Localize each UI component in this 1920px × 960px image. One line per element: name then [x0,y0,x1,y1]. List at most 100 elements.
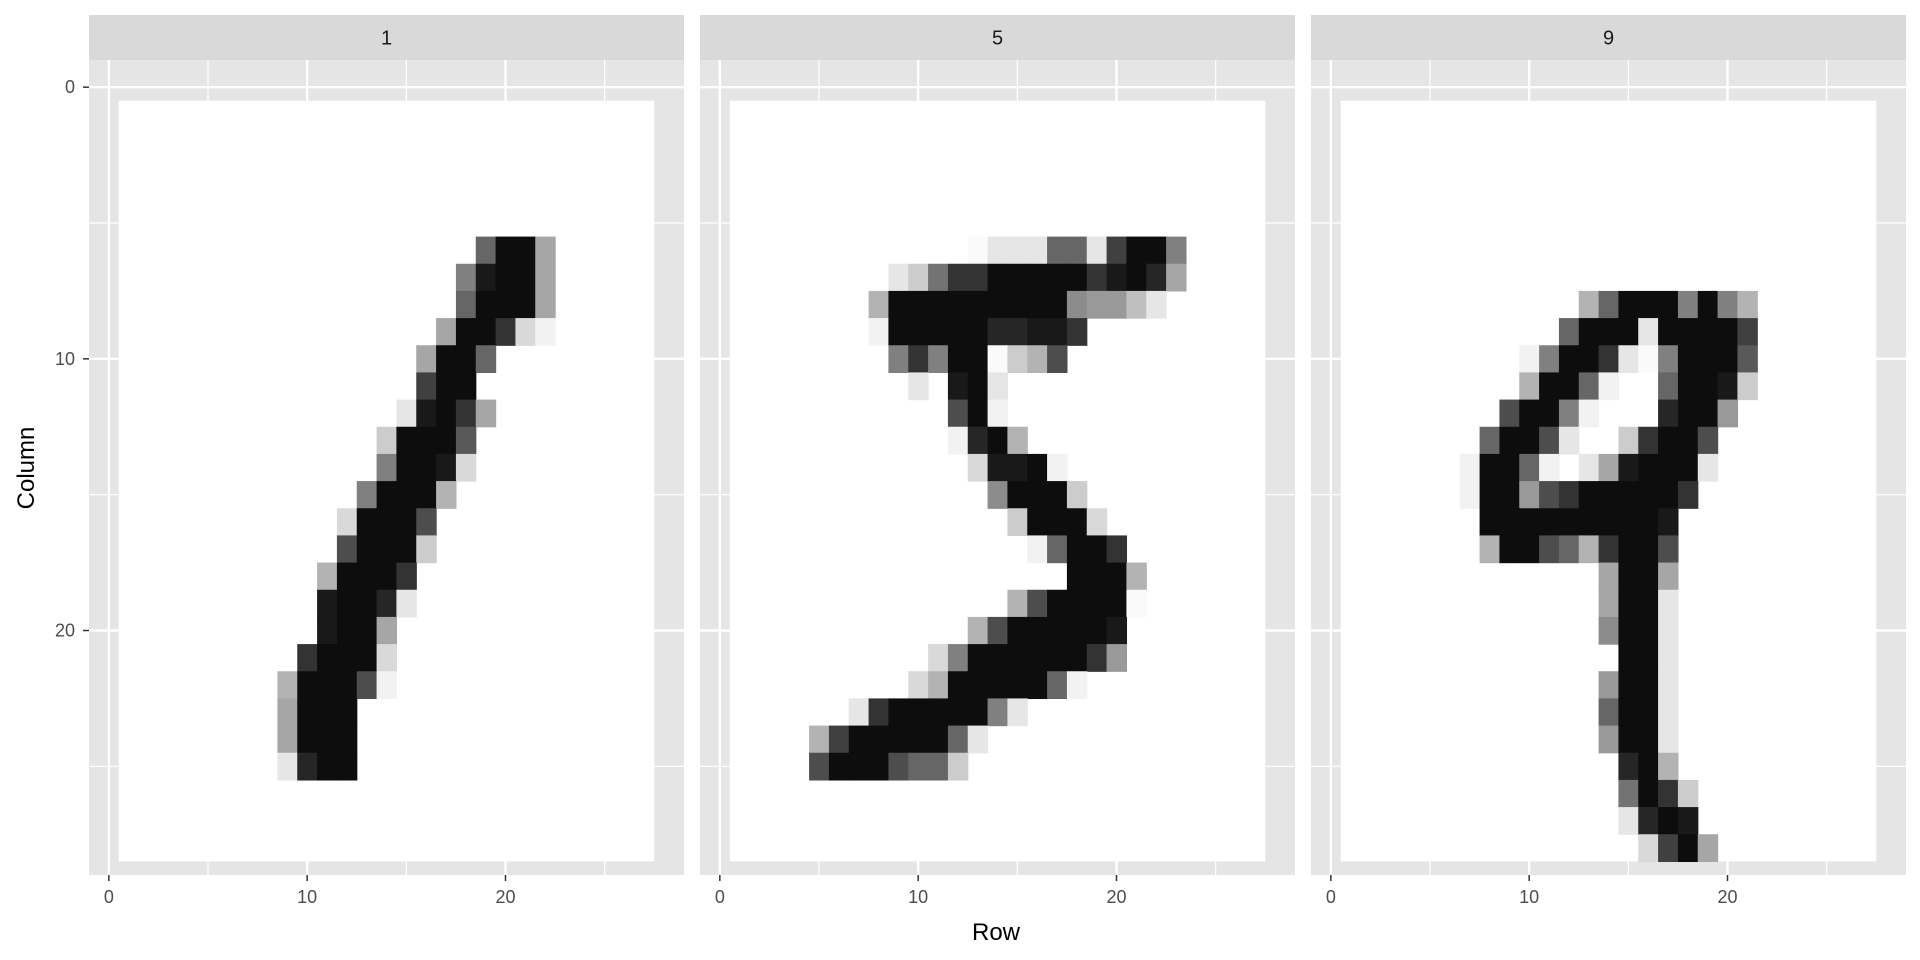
heatmap-tile [1598,345,1620,374]
heatmap-tile [1677,426,1699,455]
heatmap-tile [416,426,437,455]
heatmap-tile [1598,589,1620,618]
heatmap-tile [475,345,497,374]
heatmap-tile [1086,508,1108,537]
heatmap-tile [928,345,949,374]
heatmap-tile [535,236,556,265]
heatmap-tile [828,725,850,754]
heatmap-tile [535,290,556,319]
x-tick-label: 0 [104,887,114,907]
heatmap-tile [495,318,517,346]
heatmap-tile [1658,671,1679,700]
heatmap-tile [455,263,477,292]
heatmap-tile [1697,345,1719,374]
heatmap-tile [1677,834,1699,863]
heatmap-tile [396,535,417,564]
heatmap-tile [1047,671,1068,700]
heatmap-tile [987,399,1009,428]
heatmap-tile [1499,426,1520,455]
heatmap-tile [947,644,969,672]
heatmap-tile [1638,779,1659,808]
heatmap-tile [515,236,536,265]
heatmap-tile [1638,807,1659,835]
heatmap-tile [1066,263,1088,292]
heatmap-tile [396,426,417,455]
heatmap-tile [1598,481,1620,509]
heatmap-tile [1677,481,1699,509]
heatmap-tile [376,453,398,482]
heatmap-tile [416,481,437,509]
heatmap-tile [1086,644,1108,672]
heatmap-tile [336,508,358,537]
heatmap-tile [1638,725,1659,754]
heatmap-tile [947,290,969,319]
heatmap-tile [1578,290,1600,319]
heatmap-tile [1047,481,1068,509]
heatmap-tile [317,725,338,754]
heatmap-tile [535,263,556,292]
heatmap-tile [1697,290,1719,319]
heatmap-tile [1027,453,1048,482]
heatmap-tile [1558,345,1580,374]
heatmap-tile [947,426,969,455]
heatmap-tile [1658,508,1679,537]
heatmap-tile [1658,698,1679,727]
heatmap-tile [1618,752,1639,781]
heatmap-tile [416,453,437,482]
heatmap-tile [1066,562,1088,591]
heatmap-tile [987,616,1009,645]
heatmap-tile [1658,725,1679,754]
heatmap-tile [1539,508,1560,537]
heatmap-tile [1047,318,1068,346]
heatmap-tile [1558,481,1580,509]
heatmap-tile [277,671,298,700]
heatmap-tile [967,698,989,727]
heatmap-tile [928,263,949,292]
heatmap-tile [515,263,536,292]
heatmap-tile [967,290,989,319]
heatmap-tile [1499,508,1520,537]
x-tick-label: 20 [495,887,515,907]
heatmap-tile [1047,644,1068,672]
heatmap-tile [1106,644,1128,672]
heatmap-tile [1007,508,1028,537]
heatmap-tile [908,698,929,727]
facet-strip [89,15,684,60]
heatmap-tile [1638,644,1659,672]
heatmap-tile [535,318,556,346]
heatmap-tile [1459,453,1481,482]
heatmap-tile [1479,481,1501,509]
x-tick-label: 20 [1717,887,1737,907]
heatmap-tile [1479,508,1501,537]
heatmap-tile [928,290,949,319]
heatmap-tile [1499,535,1520,564]
heatmap-tile [1007,481,1028,509]
heatmap-tile [356,562,378,591]
heatmap-tile [1027,318,1048,346]
heatmap-tile [888,263,909,292]
heatmap-tile [1558,372,1580,401]
heatmap-tile [1658,644,1679,672]
facet-strip-label: 9 [1603,28,1614,50]
heatmap-tile [987,345,1009,374]
heatmap-tile [277,752,298,781]
heatmap-tile [297,752,318,781]
heatmap-tile [967,453,989,482]
heatmap-tile [1086,535,1108,564]
heatmap-tile [495,236,517,265]
heatmap-tile [336,562,358,591]
heatmap-tile [1066,671,1088,700]
heatmap-tile [416,399,437,428]
heatmap-tile [967,426,989,455]
heatmap-tile [1126,562,1147,591]
heatmap-tile [1126,263,1147,292]
heatmap-tile [1539,372,1560,401]
heatmap-tile [967,725,989,754]
heatmap-tile [1027,535,1048,564]
heatmap-tile [888,290,909,319]
heatmap-tile [515,290,536,319]
heatmap-tile [1578,453,1600,482]
heatmap-tile [495,290,517,319]
heatmap-tile [1519,481,1540,509]
